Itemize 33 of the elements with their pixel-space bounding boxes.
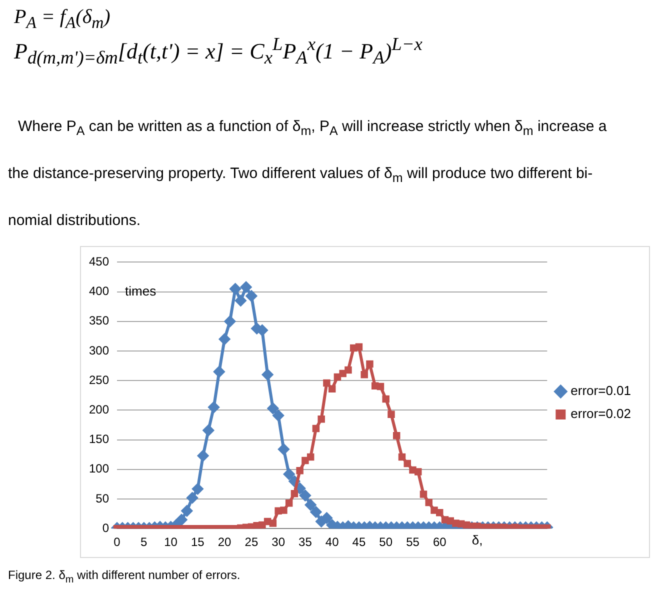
text: P$_{d(m,m')=δm}$[d$_{t}$(t,t') = x] = C$_{x}$$^{L}$P$_{A}$$^{x}$(1 − P$_{A}$)$^{L−x}$ xyxy=(14,34,422,68)
text: nomial distributions. xyxy=(8,212,141,229)
caption: Figure 2. δ$_{m}$ with different number of errors. xyxy=(8,568,240,586)
x-tick-label: 15 xyxy=(190,535,205,550)
x-tick-label: 50 xyxy=(379,535,393,550)
x-tick-label: 20 xyxy=(218,535,232,550)
text: the distance-preserving property. Two different values of δ$_{m}$ will produce two different bi- xyxy=(8,165,593,185)
x-tick-label: 5 xyxy=(140,535,148,550)
x-tick-label: 35 xyxy=(298,535,312,550)
legend-label: error=0.01 xyxy=(570,383,632,398)
y-tick-label: 150 xyxy=(88,432,110,446)
y-tick-label: 300 xyxy=(88,343,110,358)
text: Where P$_{A}$ can be written as a function of δ$_{m}$, P$_{A}$ will increase strictly when δ$_{m}$ increase a xyxy=(18,118,607,138)
x-tick-label: 25 xyxy=(244,535,258,550)
y-tick-label: 350 xyxy=(88,314,110,328)
x-tick-label: 40 xyxy=(325,535,340,550)
x-tick-label: 45 xyxy=(352,535,366,550)
x-axis-title: δ, xyxy=(472,532,483,548)
y-tick-label: 400 xyxy=(88,284,110,298)
y-tick-label: 0 xyxy=(102,520,110,535)
x-tick-label: 10 xyxy=(164,535,178,550)
x-tick-label: 60 xyxy=(432,535,447,550)
y-tick-label: 100 xyxy=(88,462,110,476)
x-tick-label: 55 xyxy=(406,535,420,550)
y-tick-label: 200 xyxy=(88,402,110,417)
y-tick-label: 50 xyxy=(96,491,110,506)
y-tick-label: 250 xyxy=(88,372,110,387)
text: P$_{A}$ = f$_{A}$(δ$_{m}$) xyxy=(14,7,110,33)
legend-label: error=0.02 xyxy=(570,406,632,422)
y-tick-label: 450 xyxy=(88,254,110,269)
x-tick-label: 0 xyxy=(114,535,121,550)
y-axis-title: times xyxy=(125,283,157,298)
x-tick-label: 30 xyxy=(272,535,286,550)
